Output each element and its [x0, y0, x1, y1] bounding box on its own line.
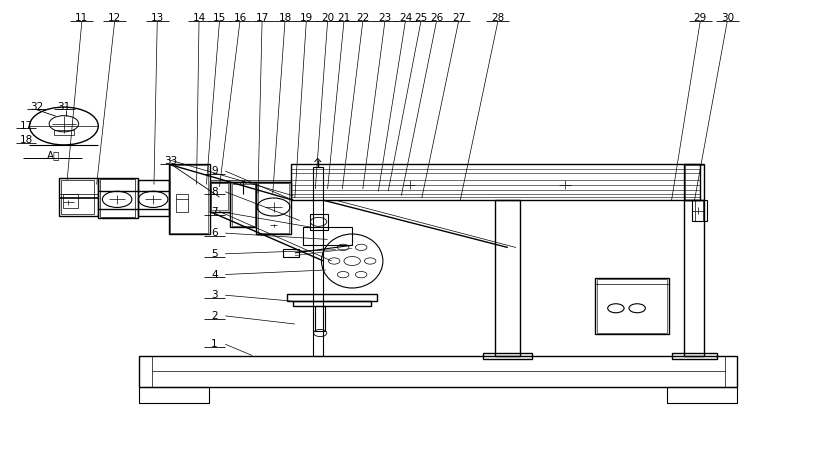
Text: 28: 28	[491, 13, 505, 23]
Text: 1: 1	[211, 339, 218, 349]
Text: 21: 21	[337, 13, 351, 23]
Bar	[210, 182, 230, 211]
Text: 30: 30	[721, 13, 734, 23]
Bar	[139, 356, 737, 387]
Bar	[672, 353, 717, 359]
Bar	[138, 180, 169, 216]
Text: 18: 18	[278, 13, 292, 23]
Bar	[483, 353, 532, 359]
Bar	[54, 130, 74, 135]
Text: 20: 20	[321, 13, 334, 23]
Text: 9: 9	[211, 166, 218, 176]
Bar	[313, 167, 323, 356]
Bar	[232, 184, 255, 226]
Text: 6: 6	[211, 228, 218, 238]
Text: 33: 33	[164, 156, 177, 166]
Bar	[315, 306, 325, 331]
Bar	[211, 183, 228, 210]
Text: 4: 4	[211, 270, 218, 279]
Bar	[59, 178, 98, 216]
Bar	[230, 182, 256, 227]
Bar	[291, 164, 700, 200]
Bar	[310, 214, 328, 230]
Bar	[176, 194, 188, 212]
Bar	[685, 165, 704, 200]
Bar	[283, 249, 299, 257]
Text: 22: 22	[356, 13, 369, 23]
Text: 26: 26	[430, 13, 443, 23]
Bar	[139, 387, 209, 403]
Bar	[169, 164, 210, 234]
Bar	[684, 164, 704, 200]
Text: 3: 3	[211, 290, 218, 300]
Bar	[597, 279, 667, 333]
Bar	[293, 301, 371, 306]
Text: 2: 2	[211, 311, 218, 321]
Text: A向: A向	[47, 150, 60, 160]
Text: 27: 27	[452, 13, 465, 23]
Bar	[287, 294, 377, 301]
Text: 12: 12	[108, 13, 121, 23]
Text: 29: 29	[694, 13, 707, 23]
Bar	[667, 387, 737, 403]
Bar	[170, 165, 208, 233]
Text: 17: 17	[256, 13, 269, 23]
Text: 14: 14	[192, 13, 206, 23]
Text: 13: 13	[151, 13, 164, 23]
Text: 11: 11	[75, 13, 88, 23]
Text: 24: 24	[399, 13, 412, 23]
Bar	[61, 180, 94, 214]
Bar	[595, 278, 669, 334]
Text: 7: 7	[211, 207, 218, 217]
Text: 17: 17	[20, 121, 33, 131]
Text: 5: 5	[211, 249, 218, 259]
Text: 31: 31	[57, 102, 70, 112]
Text: 16: 16	[233, 13, 247, 23]
Text: 32: 32	[30, 102, 43, 112]
Bar	[98, 178, 138, 218]
Bar	[303, 227, 352, 245]
Bar	[258, 183, 289, 233]
Bar	[63, 194, 78, 208]
Bar	[692, 200, 707, 220]
Text: 19: 19	[300, 13, 313, 23]
Text: 23: 23	[378, 13, 391, 23]
Text: 18: 18	[20, 135, 33, 145]
Bar	[100, 179, 135, 217]
Bar	[495, 200, 520, 356]
Bar	[256, 182, 291, 234]
Text: 25: 25	[414, 13, 428, 23]
Text: 8: 8	[211, 187, 218, 197]
Text: 15: 15	[213, 13, 226, 23]
Bar	[684, 200, 704, 356]
